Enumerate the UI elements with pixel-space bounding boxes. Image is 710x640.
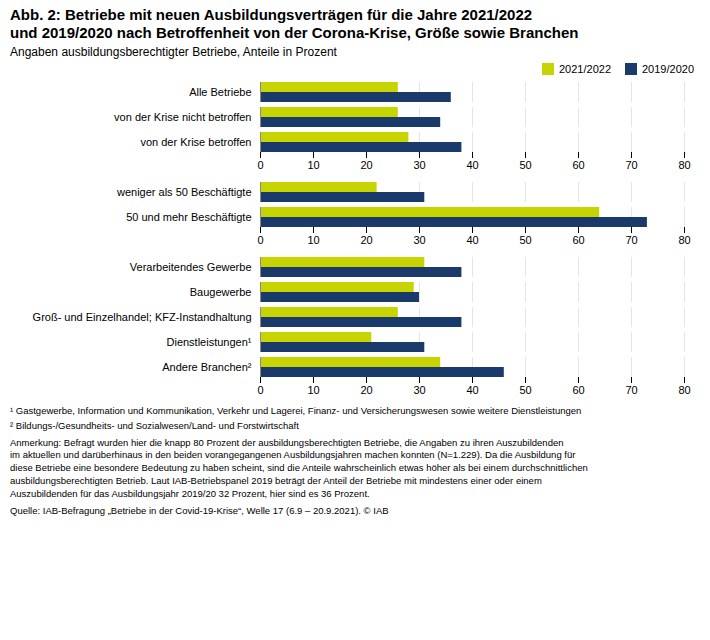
svg-text:20: 20 [360,159,372,171]
svg-text:von der Krise betroffen: von der Krise betroffen [140,136,251,148]
svg-text:40: 40 [466,384,478,396]
svg-text:50: 50 [519,384,531,396]
svg-text:70: 70 [625,384,637,396]
html-text:2021/2022: 2021/2022 [559,63,611,75]
svg-text:50 und mehr Beschäftigte: 50 und mehr Beschäftigte [126,211,251,223]
svg-text:30: 30 [413,159,425,171]
html-text:¹ Gastgewerbe, Information und: ¹ Gastgewerbe, Information und Kommunika… [10,405,582,416]
html-text:Anmerkung: Befragt wurden hier: Anmerkung: Befragt wurden hier die knapp… [10,436,588,499]
svg-text:Andere Branchen²: Andere Branchen² [162,361,252,373]
svg-text:60: 60 [572,234,584,246]
svg-text:30: 30 [413,234,425,246]
svg-text:40: 40 [466,234,478,246]
svg-text:40: 40 [466,159,478,171]
svg-text:70: 70 [625,159,637,171]
html-text:Abb. 2: Betriebe mit neuen Aus: Abb. 2: Betriebe mit neuen Ausbildungsve… [10,6,579,41]
svg-text:70: 70 [625,234,637,246]
svg-text:20: 20 [360,234,372,246]
svg-text:50: 50 [519,159,531,171]
svg-text:50: 50 [519,234,531,246]
svg-text:weniger als 50 Beschäftigte: weniger als 50 Beschäftigte [116,186,252,198]
svg-text:30: 30 [413,384,425,396]
svg-text:80: 80 [678,384,690,396]
svg-text:Groß- und Einzelhandel; KFZ-In: Groß- und Einzelhandel; KFZ-Instandhaltu… [33,311,252,323]
svg-text:60: 60 [572,159,584,171]
svg-text:10: 10 [307,159,319,171]
svg-text:60: 60 [572,384,584,396]
html-text:² Bildungs-/Gesundheits- und S: ² Bildungs-/Gesundheits- und Sozialwesen… [10,419,299,431]
svg-text:Verarbeitendes Gewerbe: Verarbeitendes Gewerbe [130,261,252,273]
svg-text:Alle Betriebe: Alle Betriebe [189,86,251,98]
svg-text:80: 80 [678,234,690,246]
svg-text:80: 80 [678,159,690,171]
svg-text:0: 0 [257,384,263,396]
svg-text:Baugewerbe: Baugewerbe [190,286,252,298]
svg-text:Dienstleistungen¹: Dienstleistungen¹ [167,336,252,348]
svg-text:0: 0 [257,159,263,171]
svg-text:20: 20 [360,384,372,396]
svg-text:von der Krise nicht betroffen: von der Krise nicht betroffen [114,111,251,123]
html-text:Angaben ausbildungsberechtigte: Angaben ausbildungsberechtigter Betriebe… [10,45,337,59]
svg-text:10: 10 [307,384,319,396]
html-text:Quelle: IAB-Befragung „Betrieb: Quelle: IAB-Befragung „Betriebe in der C… [10,504,389,516]
html-text:2019/2020: 2019/2020 [642,63,694,75]
svg-text:10: 10 [307,234,319,246]
svg-text:0: 0 [257,234,263,246]
